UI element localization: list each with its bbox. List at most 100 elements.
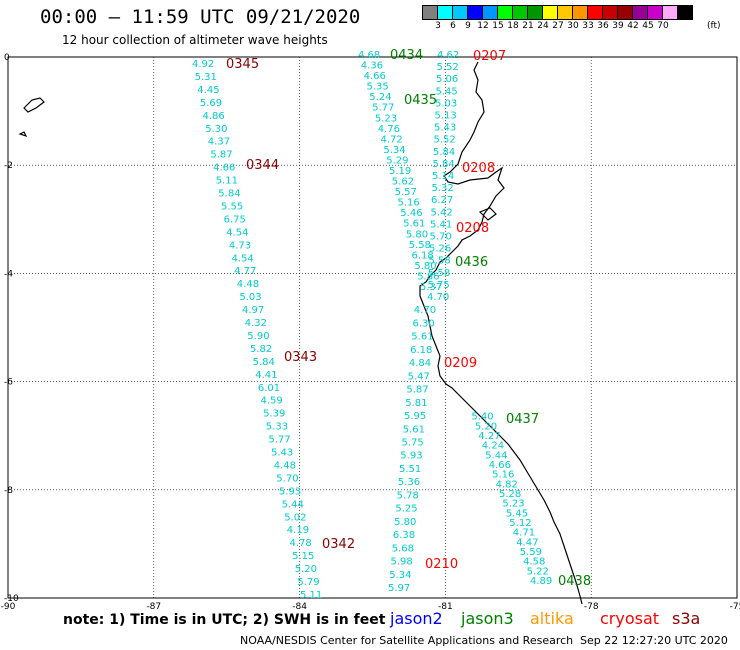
wave-height-value: 5.61 bbox=[403, 424, 425, 435]
pass-label: 0435 bbox=[404, 93, 437, 108]
wave-height-value: 4.54 bbox=[226, 227, 248, 238]
wave-height-value: 5.58 bbox=[429, 256, 451, 267]
pass-label: 0436 bbox=[455, 255, 488, 270]
wave-height-value: 5.43 bbox=[434, 123, 456, 134]
wave-height-value: 5.44 bbox=[282, 499, 304, 510]
lon-tick-label: -87 bbox=[146, 602, 161, 612]
wave-height-value: 5.79 bbox=[297, 577, 319, 588]
wave-height-value: 5.77 bbox=[372, 103, 394, 114]
wave-height-value: 5.42 bbox=[431, 207, 453, 218]
wave-height-value: 5.51 bbox=[399, 464, 421, 475]
pass-label: 0207 bbox=[473, 49, 506, 64]
wave-height-value: 5.45 bbox=[436, 86, 458, 97]
wave-height-value: 5.28 bbox=[499, 489, 521, 500]
lon-tick-label: -84 bbox=[292, 602, 307, 612]
wave-height-value: 4.76 bbox=[378, 124, 400, 135]
wave-height-value: 5.13 bbox=[435, 111, 457, 122]
pass-label: 0438 bbox=[558, 574, 591, 589]
wave-height-value: 5.87 bbox=[210, 150, 232, 161]
note-text: note: 1) Time is in UTC; 2) SWH is in fe… bbox=[63, 612, 386, 628]
wave-height-value: 4.24 bbox=[482, 441, 504, 452]
wave-height-value: 5.43 bbox=[271, 448, 293, 459]
wave-height-value: 5.84 bbox=[433, 159, 455, 170]
island-2 bbox=[18, 131, 28, 138]
wave-height-value: 5.34 bbox=[383, 145, 405, 156]
map-title: 00:00 – 11:59 UTC 09/21/2020 bbox=[40, 6, 361, 28]
wave-height-value: 4.36 bbox=[361, 61, 383, 72]
wave-height-value: 5.24 bbox=[369, 92, 391, 103]
wave-height-value: 5.14 bbox=[432, 171, 454, 182]
wave-height-value: 5.06 bbox=[436, 74, 458, 85]
pass-label: 0434 bbox=[390, 48, 423, 63]
footer-credit: NOAA/NESDIS Center for Satellite Applica… bbox=[240, 634, 574, 647]
wave-height-value: 5.69 bbox=[200, 98, 222, 109]
wave-height-value: 4.54 bbox=[232, 253, 254, 264]
wave-height-value: 6.27 bbox=[431, 195, 453, 206]
wave-height-value: 5.87 bbox=[406, 385, 428, 396]
wave-height-value: 5.16 bbox=[492, 470, 514, 481]
wave-height-value: 4.37 bbox=[208, 137, 230, 148]
wave-height-value: 4.59 bbox=[261, 396, 283, 407]
wave-height-value: 4.84 bbox=[409, 358, 431, 369]
lat-tick-label: 0 bbox=[4, 53, 10, 63]
wave-height-value: 5.80 bbox=[414, 261, 436, 272]
wave-height-value: 4.72 bbox=[381, 134, 403, 145]
legend-item: altika bbox=[530, 609, 574, 628]
map-grid: -90 -87 -84 -81 -78 -75 0 -2 -4 -6 -8 -10 bbox=[1, 53, 740, 612]
wave-height-value: 4.82 bbox=[496, 479, 518, 490]
wave-height-value: 5.23 bbox=[375, 113, 397, 124]
wave-height-value: 5.16 bbox=[398, 198, 420, 209]
map-subtitle: 12 hour collection of altimeter wave hei… bbox=[62, 33, 328, 47]
wave-height-value: 5.86 bbox=[417, 272, 439, 283]
wave-height-value: 5.23 bbox=[502, 499, 524, 510]
pass-label: 0437 bbox=[506, 412, 539, 427]
legend-item: jason3 bbox=[461, 609, 514, 628]
pass-label: 0345 bbox=[226, 57, 259, 72]
pass-label: 0208 bbox=[456, 221, 489, 236]
wave-height-value: 4.70 bbox=[414, 305, 436, 316]
color-scale-label: 12 bbox=[477, 21, 489, 31]
wave-height-value: 4.48 bbox=[237, 279, 259, 290]
wave-height-value: 5.11 bbox=[300, 590, 322, 601]
legend-item: s3a bbox=[672, 609, 701, 628]
wave-height-value: 5.30 bbox=[205, 124, 227, 135]
wave-height-value: 5.03 bbox=[239, 292, 261, 303]
wave-height-value: 6.01 bbox=[258, 383, 280, 394]
wave-height-value: 5.82 bbox=[250, 344, 272, 355]
wave-height-value: 6.18 bbox=[410, 345, 432, 356]
color-scale-label: 45 bbox=[642, 21, 654, 31]
lon-tick-label: -90 bbox=[1, 602, 16, 612]
wave-height-value: 4.66 bbox=[489, 460, 511, 471]
lon-tick-label: -75 bbox=[730, 602, 740, 612]
color-scale-label: 18 bbox=[507, 21, 519, 31]
wave-height-value: 5.80 bbox=[406, 229, 428, 240]
wave-height-value: 5.15 bbox=[292, 551, 314, 562]
pass-label: 0208 bbox=[462, 161, 495, 176]
wave-height-value: 5.37 bbox=[420, 282, 442, 293]
wave-height-value: 5.19 bbox=[389, 166, 411, 177]
wave-height-value: 5.03 bbox=[435, 98, 457, 109]
wave-height-value: 5.47 bbox=[408, 371, 430, 382]
wave-height-value: 4.78 bbox=[290, 538, 312, 549]
wave-height-value: 5.90 bbox=[247, 331, 269, 342]
pass-label: 0210 bbox=[425, 557, 458, 572]
color-scale-label: 15 bbox=[492, 21, 504, 31]
wave-height-value: 5.34 bbox=[389, 570, 411, 581]
wave-height-value: 5.52 bbox=[437, 62, 459, 73]
wave-height-value: 5.25 bbox=[395, 504, 417, 515]
wave-height-value: 6.30 bbox=[413, 319, 435, 330]
wave-height-value: 4.19 bbox=[287, 525, 309, 536]
wave-height-value: 5.75 bbox=[402, 438, 424, 449]
pass-label: 0209 bbox=[444, 356, 477, 371]
color-swatch bbox=[677, 5, 693, 20]
color-scale-label: 27 bbox=[552, 21, 564, 31]
wave-height-value: 5.55 bbox=[221, 202, 243, 213]
wave-height-value: 5.26 bbox=[429, 244, 451, 255]
wave-height-value: 4.27 bbox=[478, 431, 500, 442]
color-scale-bar bbox=[422, 5, 693, 20]
wave-height-value: 5.95 bbox=[404, 411, 426, 422]
wave-height-value: 5.45 bbox=[506, 508, 528, 519]
wave-height-value: 5.93 bbox=[279, 486, 301, 497]
wave-height-value: 4.32 bbox=[245, 318, 267, 329]
